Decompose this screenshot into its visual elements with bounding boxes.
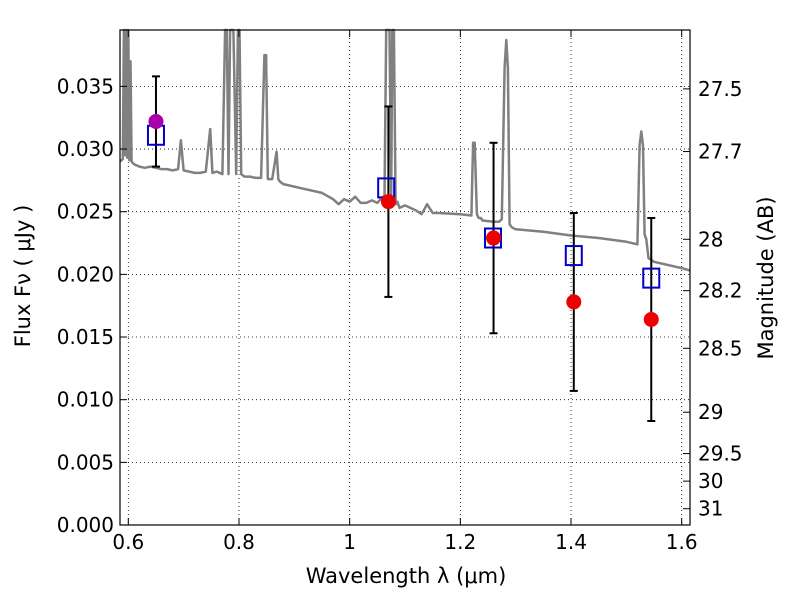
mag-tick-label: 30	[698, 469, 723, 493]
observed-point	[381, 195, 395, 209]
mag-tick-label: 28.5	[698, 336, 743, 360]
y-tick-label: 0.030	[57, 137, 114, 161]
mag-tick-label: 28	[698, 227, 723, 251]
grid-layer	[120, 30, 690, 525]
spectrum-layer	[120, 30, 690, 271]
frame-layer: 0.6 0.8 1 1.2 1.4 1.6 0.000 0.005 0.010 0.015 0.02…	[57, 30, 743, 554]
points-layer	[148, 76, 659, 421]
x-tick-label: 1.6	[666, 530, 698, 554]
y-tick-label: 0.000	[57, 513, 114, 537]
sed-chart: 0.6 0.8 1 1.2 1.4 1.6 0.000 0.005 0.010 0.015 0.02…	[0, 0, 800, 600]
y-tick-label: 0.025	[57, 200, 114, 224]
mag-tick-label: 31	[698, 497, 723, 521]
mag-tick-label: 29.5	[698, 442, 743, 466]
observed-point	[644, 312, 658, 326]
observed-point	[567, 295, 581, 309]
x-tick-label: 0.8	[223, 530, 255, 554]
y-tick-label: 0.035	[57, 74, 114, 98]
x-tick-label: 1	[343, 530, 356, 554]
mag-tick-label: 27.7	[698, 140, 743, 164]
mag-tick-label: 27.5	[698, 77, 743, 101]
observed-point	[149, 114, 163, 128]
spectrum-line	[120, 30, 690, 271]
y2-axis-label: Magnitude (AB)	[754, 196, 778, 359]
y-tick-label: 0.015	[57, 325, 114, 349]
x-tick-label: 1.4	[555, 530, 587, 554]
x-tick-label: 1.2	[444, 530, 476, 554]
plot-frame	[120, 30, 690, 525]
y-tick-label: 0.020	[57, 262, 114, 286]
y-axis-label: Flux Fν ( μJy )	[11, 205, 35, 348]
mag-tick-label: 28.2	[698, 279, 743, 303]
y-tick-label: 0.010	[57, 388, 114, 412]
x-tick-label: 0.6	[112, 530, 144, 554]
y-tick-label: 0.005	[57, 450, 114, 474]
mag-tick-label: 29	[698, 400, 723, 424]
x-axis-label: Wavelength λ (μm)	[306, 564, 507, 588]
observed-point	[487, 231, 501, 245]
